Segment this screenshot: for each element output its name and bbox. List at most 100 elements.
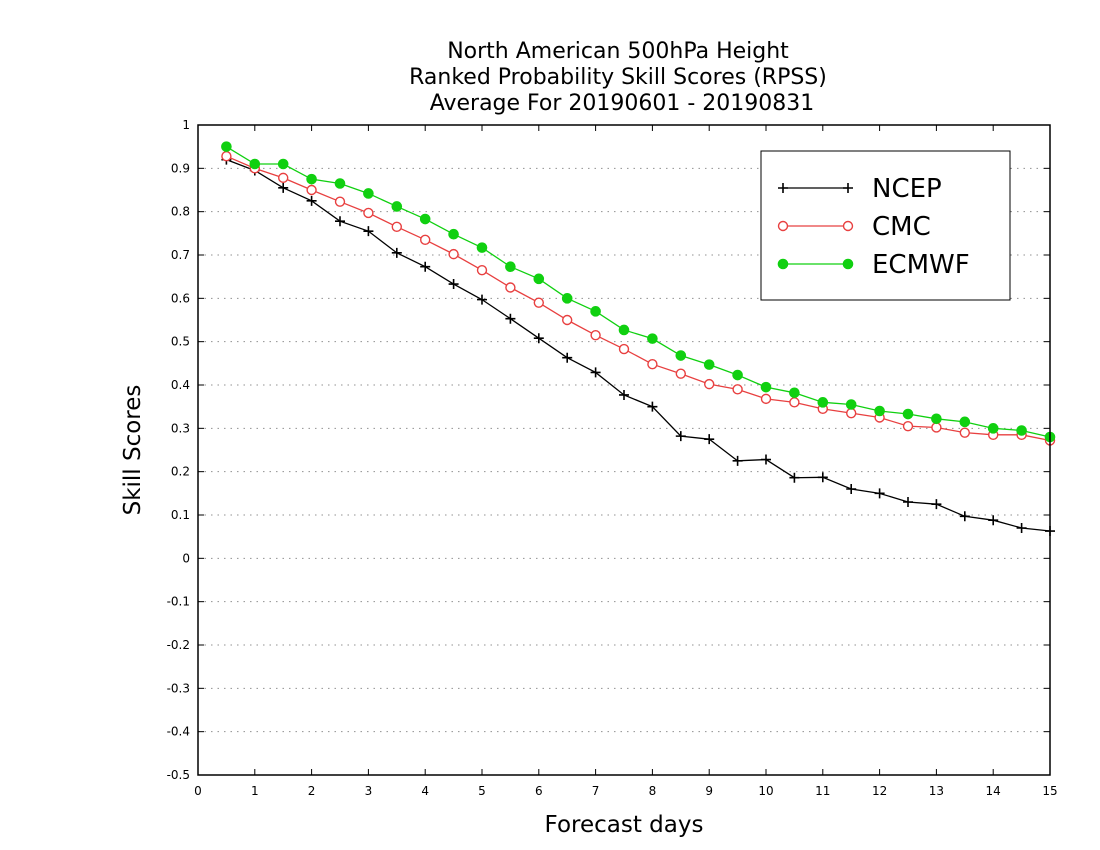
data-point-ecmwf [363, 188, 374, 199]
data-point-ecmwf [561, 293, 573, 304]
data-point-cmc [902, 420, 914, 432]
legend-label-ncep: NCEP [872, 174, 942, 204]
series-ncep [221, 154, 1055, 537]
y-tick-label: -0.5 [167, 768, 190, 782]
data-point-ecmwf [391, 201, 403, 212]
data-point-cmc [505, 282, 516, 293]
x-tick-label: 6 [535, 784, 543, 798]
x-tick-label: 10 [758, 784, 773, 798]
y-tick-label: 0.1 [171, 508, 190, 522]
series-layer [221, 141, 1056, 537]
x-tick-label: 12 [872, 784, 887, 798]
y-tick-label: 0.9 [171, 161, 190, 175]
data-point-ncep [817, 472, 828, 483]
data-point-cmc [846, 407, 857, 419]
data-point-cmc [618, 343, 630, 355]
data-point-ecmwf [590, 306, 601, 317]
y-tick-label: -0.3 [167, 681, 190, 695]
data-point-cmc [420, 234, 431, 246]
data-point-ecmwf [959, 416, 971, 428]
data-point-ncep [761, 454, 771, 465]
data-point-ncep [846, 484, 857, 494]
data-point-cmc [533, 297, 544, 308]
data-point-ecmwf [931, 413, 942, 425]
data-point-ecmwf [703, 359, 715, 370]
legend-marker-ecmwf [777, 258, 789, 270]
data-point-ecmwf [505, 261, 516, 273]
data-point-ncep [874, 488, 885, 499]
x-tick-label: 5 [478, 784, 486, 798]
data-point-cmc [647, 359, 658, 370]
legend-marker-ncep [778, 183, 788, 193]
data-point-cmc [334, 196, 346, 207]
y-tick-label: -0.4 [167, 725, 190, 739]
data-point-cmc [675, 368, 686, 379]
data-point-ecmwf [306, 173, 317, 185]
series-ecmwf [221, 141, 1056, 443]
y-tick-label: 0.6 [171, 291, 190, 305]
x-tick-label: 2 [308, 784, 316, 798]
y-tick-label: -0.2 [167, 638, 190, 652]
y-tick-label: 0 [182, 551, 190, 565]
data-point-cmc [306, 184, 317, 196]
data-point-ncep [732, 455, 743, 466]
data-point-ncep [675, 431, 686, 442]
data-point-ecmwf [1016, 425, 1027, 436]
data-point-ncep [306, 195, 317, 206]
data-point-ncep [704, 434, 715, 445]
data-point-ncep [562, 352, 573, 363]
y-tick-label: 0.5 [171, 335, 190, 349]
data-point-ecmwf [817, 397, 829, 408]
data-point-ncep [988, 515, 999, 526]
chart-title-line-2: Ranked Probability Skill Scores (RPSS) [409, 65, 827, 90]
legend: NCEP CMC ECMWF [760, 150, 1011, 301]
data-point-ncep [505, 313, 516, 324]
chart-title-line-3: Average For 20190601 - 20190831 [430, 91, 815, 116]
x-tick-label: 14 [986, 784, 1001, 798]
y-tick-label: 0.3 [171, 421, 190, 435]
data-point-ncep [420, 261, 431, 272]
data-point-cmc [391, 221, 402, 233]
data-point-cmc [221, 150, 232, 162]
x-tick-label: 4 [421, 784, 429, 798]
data-point-ecmwf [789, 387, 800, 399]
data-point-ecmwf [277, 158, 289, 170]
data-point-ncep [477, 294, 487, 305]
legend-marker-ecmwf [842, 258, 854, 270]
data-point-cmc [931, 422, 942, 433]
x-tick-label: 7 [592, 784, 600, 798]
x-tick-label: 13 [929, 784, 944, 798]
data-point-ncep [391, 247, 402, 258]
data-point-ecmwf [760, 381, 772, 393]
y-tick-label: 0.8 [171, 205, 190, 219]
data-point-ncep [363, 226, 374, 237]
data-point-ecmwf [902, 408, 914, 420]
data-point-ecmwf [987, 423, 999, 434]
chart-title: North American 500hPa Height Ranked Prob… [409, 39, 827, 116]
data-point-ncep [959, 511, 970, 522]
x-tick-label: 15 [1042, 784, 1057, 798]
data-point-ecmwf [476, 242, 488, 253]
data-point-ecmwf [675, 350, 687, 361]
data-point-ncep [533, 333, 544, 344]
x-tick-label: 0 [194, 784, 202, 798]
data-point-ecmwf [618, 324, 630, 336]
x-axis-label: Forecast days [545, 812, 704, 838]
data-point-cmc [448, 248, 459, 260]
y-tick-label: -0.1 [167, 595, 190, 609]
y-tick-label: 0.2 [171, 465, 190, 479]
y-tick-label: 0.7 [171, 248, 190, 262]
y-tick-label: 0.4 [171, 378, 190, 392]
x-tick-label: 11 [815, 784, 830, 798]
data-point-ecmwf [419, 213, 431, 225]
data-point-ncep [619, 389, 629, 400]
data-point-cmc [476, 264, 488, 276]
legend-marker-cmc [842, 220, 854, 232]
x-tick-label: 1 [251, 784, 259, 798]
legend-marker-cmc [777, 220, 789, 232]
legend-label-cmc: CMC [872, 212, 931, 242]
data-point-ecmwf [221, 141, 232, 152]
data-point-ecmwf [448, 228, 459, 240]
y-axis-label: Skill Scores [120, 385, 146, 516]
data-point-cmc [590, 329, 601, 341]
